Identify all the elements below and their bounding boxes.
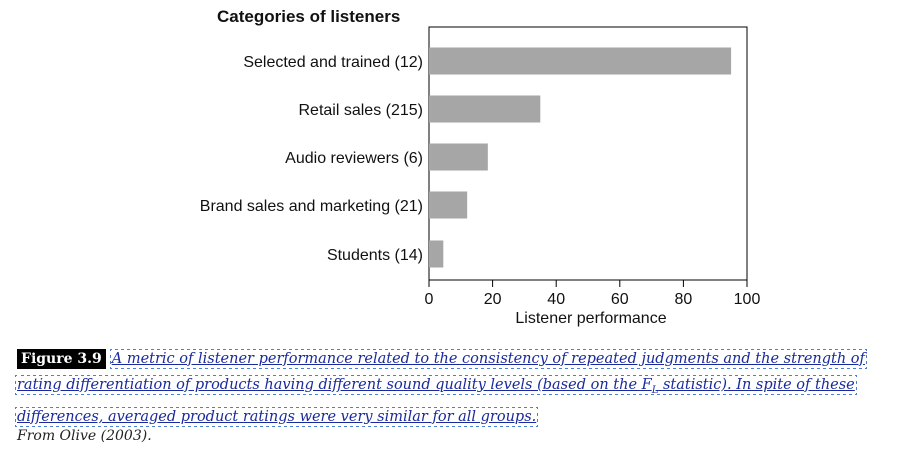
category-label-3: Brand sales and marketing (21): [200, 198, 423, 215]
x-tick-label-0: 0: [425, 291, 434, 308]
category-label-1: Retail sales (215): [299, 102, 424, 119]
figure-caption: Figure 3.9 A metric of listener performan…: [15, 346, 897, 430]
caption-subscript: L: [651, 384, 659, 396]
bar-3: [429, 191, 468, 219]
category-label-2: Audio reviewers (6): [285, 150, 423, 167]
bars-group: [429, 47, 732, 268]
figure-badge: Figure 3.9: [17, 349, 106, 369]
caption-text-part1: A metric of listener performance related…: [17, 351, 865, 393]
caption-link[interactable]: A metric of listener performance related…: [15, 349, 867, 427]
x-tick-label-1: 20: [484, 291, 502, 308]
caption-text-part2: statistic). In spite of these difference…: [17, 377, 855, 425]
source-citation: From Olive (2003).: [17, 428, 152, 444]
bar-2: [429, 143, 488, 171]
bar-chart: Categories of listeners Selected and tra…: [200, 7, 761, 327]
x-axis-label: Listener performance: [515, 310, 666, 327]
chart-title: Categories of listeners: [217, 7, 400, 26]
category-label-0: Selected and trained (12): [243, 54, 423, 71]
x-tick-label-3: 60: [611, 291, 629, 308]
x-tick-label-2: 40: [547, 291, 565, 308]
x-axis-ticks: 0 20 40 60 80 100: [425, 280, 761, 308]
bar-1: [429, 95, 541, 123]
x-tick-label-4: 80: [675, 291, 693, 308]
x-tick-label-5: 100: [734, 291, 761, 308]
bar-4: [429, 240, 444, 268]
bar-0: [429, 47, 732, 75]
category-label-4: Students (14): [327, 247, 423, 264]
category-labels: Selected and trained (12) Retail sales (2…: [200, 54, 423, 264]
